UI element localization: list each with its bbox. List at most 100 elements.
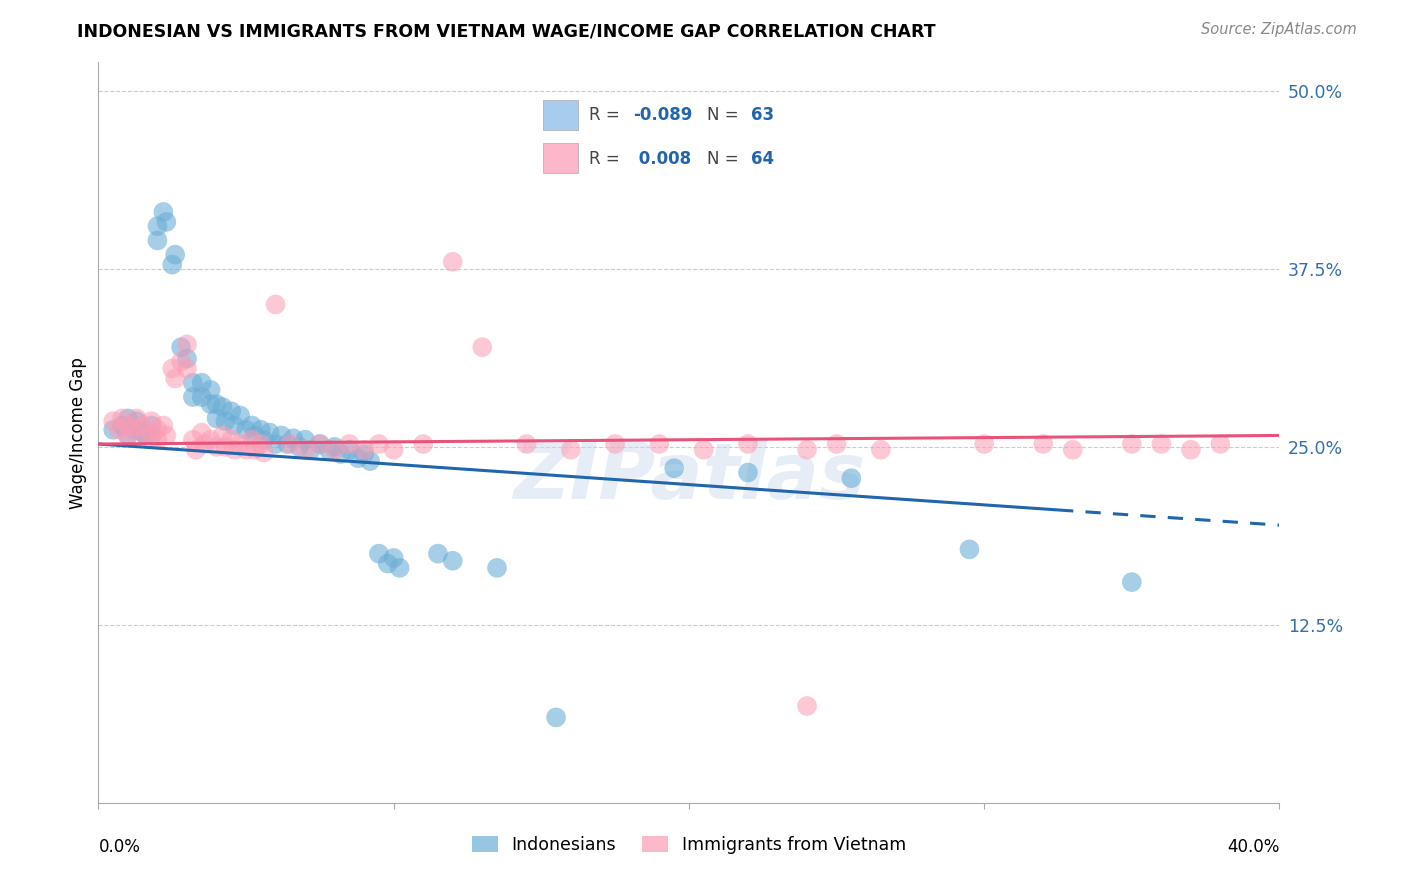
Point	[382, 550, 405, 565]
Point	[240, 433, 263, 447]
Point	[229, 437, 252, 451]
Point	[1209, 437, 1232, 451]
Point	[368, 437, 391, 451]
Point	[235, 442, 257, 457]
Point	[841, 471, 863, 485]
Point	[309, 437, 332, 451]
Point	[181, 433, 204, 447]
Point	[146, 423, 169, 437]
Point	[155, 428, 177, 442]
Text: 0.008: 0.008	[633, 150, 692, 168]
Point	[117, 428, 139, 442]
Point	[224, 442, 246, 457]
Bar	[543, 100, 578, 130]
Point	[382, 442, 405, 457]
Point	[214, 440, 236, 454]
Text: ZIPatlas: ZIPatlas	[513, 439, 865, 515]
Point	[253, 433, 276, 447]
Point	[181, 376, 204, 390]
Text: 64: 64	[751, 150, 773, 168]
Point	[141, 418, 163, 433]
Point	[184, 442, 207, 457]
Point	[117, 411, 139, 425]
Point	[191, 376, 214, 390]
Point	[605, 437, 627, 451]
Point	[1121, 575, 1143, 590]
Point	[135, 428, 157, 442]
Point	[318, 442, 340, 457]
Point	[280, 437, 302, 451]
Point	[283, 431, 305, 445]
Point	[412, 437, 434, 451]
Point	[347, 451, 370, 466]
Point	[870, 442, 893, 457]
Point	[211, 428, 233, 442]
Point	[214, 414, 236, 428]
Point	[329, 447, 352, 461]
Legend: Indonesians, Immigrants from Vietnam: Indonesians, Immigrants from Vietnam	[464, 829, 914, 861]
Text: N =: N =	[707, 106, 744, 124]
Point	[146, 219, 169, 234]
Point	[294, 442, 316, 457]
Point	[146, 433, 169, 447]
Point	[353, 447, 375, 461]
Point	[103, 423, 125, 437]
Point	[973, 437, 995, 451]
Point	[205, 411, 228, 425]
Point	[132, 425, 155, 440]
Point	[240, 418, 263, 433]
Point	[181, 390, 204, 404]
Point	[1062, 442, 1084, 457]
Point	[959, 542, 981, 557]
Point	[377, 557, 399, 571]
Point	[117, 428, 139, 442]
Point	[176, 337, 198, 351]
Point	[516, 437, 538, 451]
Point	[309, 437, 332, 451]
Point	[162, 361, 183, 376]
Point	[176, 351, 198, 366]
Y-axis label: Wage/Income Gap: Wage/Income Gap	[69, 357, 87, 508]
Point	[270, 428, 292, 442]
Point	[135, 428, 157, 442]
Point	[122, 423, 145, 437]
Point	[259, 425, 281, 440]
Point	[235, 423, 257, 437]
Text: R =: R =	[589, 106, 626, 124]
Point	[152, 418, 174, 433]
Point	[229, 409, 252, 423]
Point	[200, 433, 222, 447]
Point	[388, 561, 411, 575]
Point	[170, 340, 193, 354]
Text: 40.0%: 40.0%	[1227, 838, 1279, 856]
Text: INDONESIAN VS IMMIGRANTS FROM VIETNAM WAGE/INCOME GAP CORRELATION CHART: INDONESIAN VS IMMIGRANTS FROM VIETNAM WA…	[77, 22, 936, 40]
Point	[108, 423, 131, 437]
Point	[486, 561, 509, 575]
Point	[117, 418, 139, 433]
Point	[664, 461, 686, 475]
Point	[471, 340, 494, 354]
Point	[111, 411, 134, 425]
Point	[103, 414, 125, 428]
Point	[221, 404, 243, 418]
Point	[648, 437, 671, 451]
Point	[250, 437, 273, 451]
Point	[141, 428, 163, 442]
Point	[132, 418, 155, 433]
Point	[546, 710, 568, 724]
Point	[221, 433, 243, 447]
Point	[288, 440, 311, 454]
Point	[141, 428, 163, 442]
Point	[353, 442, 375, 457]
Point	[194, 437, 217, 451]
Point	[737, 466, 759, 480]
Point	[441, 254, 464, 268]
Point	[1150, 437, 1173, 451]
Point	[205, 397, 228, 411]
Point	[176, 361, 198, 376]
Point	[250, 423, 273, 437]
Point	[253, 445, 276, 459]
Point	[737, 437, 759, 451]
Bar	[543, 143, 578, 173]
Point	[170, 354, 193, 368]
